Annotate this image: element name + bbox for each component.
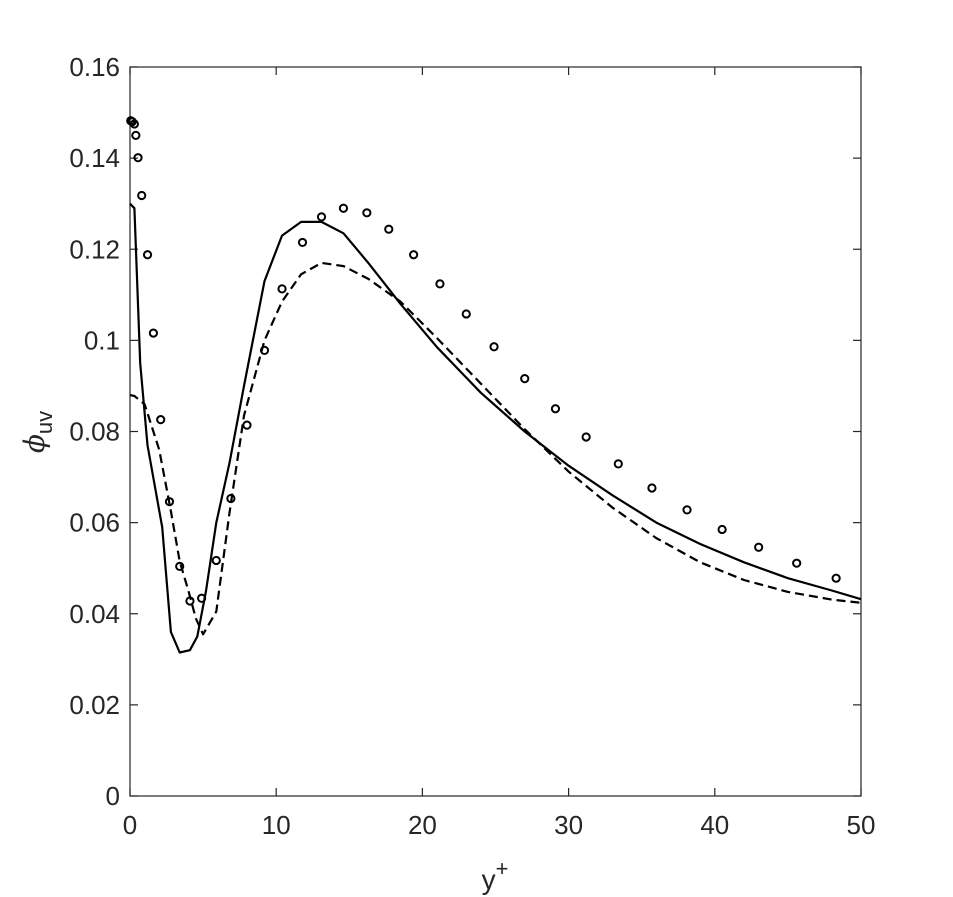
x-tick-label: 40 — [700, 810, 729, 840]
y-axis-label-base: ϕ — [18, 434, 51, 453]
series-layer — [126, 116, 862, 654]
data-point — [127, 117, 137, 127]
data-point — [316, 212, 327, 222]
data-point — [831, 573, 841, 583]
data-point — [148, 328, 158, 338]
data-point — [647, 483, 657, 493]
y-tick-label: 0.16 — [69, 52, 120, 82]
data-point — [142, 250, 153, 260]
x-axis-label-sup: + — [496, 856, 509, 881]
series-line-dashed — [129, 261, 862, 636]
y-tick-label: 0.14 — [69, 143, 120, 173]
y-axis-label-sub: uv — [32, 411, 57, 434]
data-point — [581, 432, 591, 442]
x-tick-label: 30 — [554, 810, 583, 840]
y-tick-label: 0.12 — [69, 234, 120, 264]
series-markers — [126, 116, 841, 606]
data-point — [754, 542, 764, 552]
y-tick-label: 0.04 — [69, 599, 120, 629]
y-tick-label: 0.1 — [84, 325, 120, 355]
x-tick-label: 0 — [123, 810, 137, 840]
series-line-solid — [129, 202, 862, 654]
y-tick-labels: 0 0.02 0.04 0.06 0.08 0.1 0.12 0.14 0.16 — [69, 52, 120, 811]
x-tick-labels: 0 10 20 30 40 50 — [123, 810, 876, 840]
x-tick-label: 50 — [847, 810, 876, 840]
y-tick-label: 0 — [106, 781, 120, 811]
data-point — [211, 555, 221, 566]
x-tick-label: 10 — [262, 810, 291, 840]
x-tick-label: 20 — [408, 810, 437, 840]
data-point — [175, 561, 185, 571]
data-point — [717, 524, 727, 535]
y-tick-label: 0.08 — [69, 417, 120, 447]
data-point — [362, 208, 372, 218]
data-point — [277, 284, 287, 294]
data-point — [338, 203, 349, 213]
y-axis-label: ϕuv — [18, 411, 57, 453]
data-point — [164, 497, 175, 507]
data-point — [682, 505, 692, 515]
data-point — [131, 130, 141, 140]
plot-area — [129, 66, 862, 797]
data-point — [226, 493, 236, 504]
data-point — [129, 119, 139, 129]
data-point — [461, 309, 471, 319]
data-point — [185, 596, 195, 606]
axis-ticks — [129, 66, 862, 797]
data-point — [520, 374, 530, 384]
data-point — [242, 420, 252, 430]
data-point — [259, 345, 270, 355]
data-point — [137, 190, 147, 201]
data-point — [197, 593, 207, 603]
data-point — [409, 250, 419, 260]
data-point — [384, 224, 394, 234]
x-axis-label-base: y — [482, 864, 496, 895]
data-point — [435, 279, 445, 289]
y-tick-label: 0.06 — [69, 508, 120, 538]
data-point — [156, 415, 166, 425]
data-point — [613, 459, 623, 469]
data-point — [489, 342, 499, 352]
data-point — [133, 153, 143, 163]
data-point — [792, 558, 802, 568]
data-point — [297, 237, 308, 248]
y-tick-label: 0.02 — [69, 690, 120, 720]
data-point — [550, 404, 561, 414]
x-axis-label: y+ — [482, 856, 509, 895]
